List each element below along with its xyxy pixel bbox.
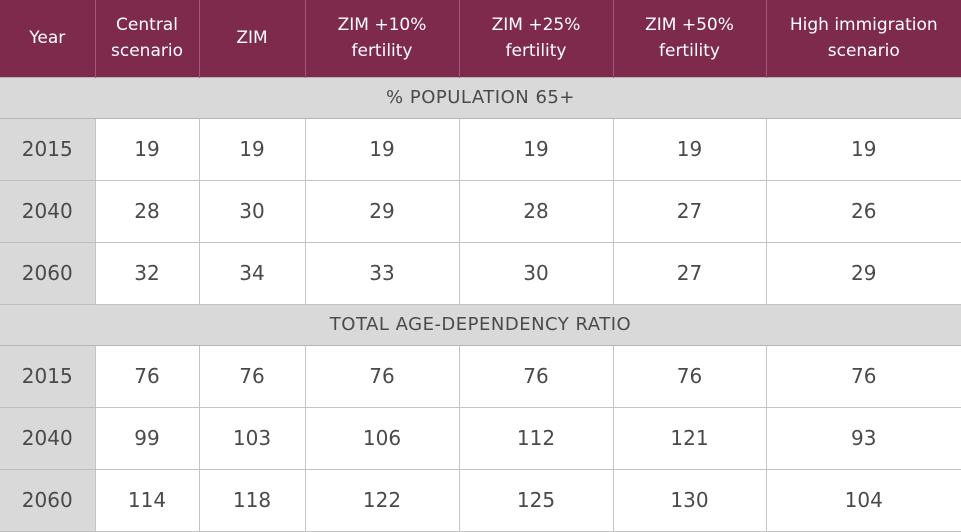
header-zim: ZIM <box>198 0 305 77</box>
header-zim-10-fertility: ZIM +10% fertility <box>304 0 459 77</box>
table-cell: 76 <box>94 345 199 408</box>
table-cell: 32 <box>94 242 199 305</box>
year-cell: 2040 <box>0 407 95 470</box>
table-body: % POPULATION 65+ 2015 19 19 19 19 19 19 … <box>0 76 961 532</box>
table-cell: 103 <box>198 407 305 470</box>
table-cell: 19 <box>198 118 305 181</box>
table-cell: 28 <box>458 180 613 243</box>
table-cell: 76 <box>612 345 766 408</box>
year-cell: 2060 <box>0 242 95 305</box>
table-cell: 19 <box>765 118 961 181</box>
table-cell: 27 <box>612 242 766 305</box>
table-cell: 33 <box>304 242 459 305</box>
table-row: 2060 32 34 33 30 27 29 <box>0 242 961 305</box>
table-cell: 30 <box>458 242 613 305</box>
table-cell: 99 <box>94 407 199 470</box>
header-zim-50-fertility: ZIM +50% fertility <box>612 0 766 77</box>
section-title: TOTAL AGE-DEPENDENCY RATIO <box>0 303 961 346</box>
header-central-scenario: Central scenario <box>94 0 199 77</box>
section-row-population-65: % POPULATION 65+ <box>0 76 961 119</box>
table-cell: 121 <box>612 407 766 470</box>
table-cell: 104 <box>765 469 961 532</box>
section-title: % POPULATION 65+ <box>0 76 961 119</box>
table-cell: 34 <box>198 242 305 305</box>
table-cell: 19 <box>458 118 613 181</box>
table-cell: 29 <box>304 180 459 243</box>
table-cell: 27 <box>612 180 766 243</box>
table-cell: 130 <box>612 469 766 532</box>
table-cell: 93 <box>765 407 961 470</box>
table-cell: 26 <box>765 180 961 243</box>
table-cell: 114 <box>94 469 199 532</box>
header-high-immigration-scenario: High immigration scenario <box>765 0 961 77</box>
table-row: 2040 99 103 106 112 121 93 <box>0 407 961 470</box>
table-cell: 19 <box>304 118 459 181</box>
table-cell: 29 <box>765 242 961 305</box>
table-header: Year Central scenario ZIM ZIM +10% ferti… <box>0 0 961 77</box>
table-row: 2060 114 118 122 125 130 104 <box>0 469 961 532</box>
table-cell: 76 <box>458 345 613 408</box>
header-row: Year Central scenario ZIM ZIM +10% ferti… <box>0 0 961 77</box>
table-cell: 76 <box>304 345 459 408</box>
table-cell: 125 <box>458 469 613 532</box>
section-row-total-age-dependency-ratio: TOTAL AGE-DEPENDENCY RATIO <box>0 303 961 346</box>
year-cell: 2015 <box>0 345 95 408</box>
table-cell: 106 <box>304 407 459 470</box>
table-row: 2015 19 19 19 19 19 19 <box>0 118 961 181</box>
header-zim-25-fertility: ZIM +25% fertility <box>458 0 613 77</box>
table-cell: 19 <box>612 118 766 181</box>
table-cell: 76 <box>765 345 961 408</box>
header-year: Year <box>0 0 95 77</box>
table-row: 2015 76 76 76 76 76 76 <box>0 345 961 408</box>
year-cell: 2040 <box>0 180 95 243</box>
table-cell: 122 <box>304 469 459 532</box>
table-cell: 76 <box>198 345 305 408</box>
year-cell: 2015 <box>0 118 95 181</box>
year-cell: 2060 <box>0 469 95 532</box>
table-row: 2040 28 30 29 28 27 26 <box>0 180 961 243</box>
table-cell: 28 <box>94 180 199 243</box>
table-cell: 118 <box>198 469 305 532</box>
table-cell: 19 <box>94 118 199 181</box>
table-cell: 112 <box>458 407 613 470</box>
table-cell: 30 <box>198 180 305 243</box>
